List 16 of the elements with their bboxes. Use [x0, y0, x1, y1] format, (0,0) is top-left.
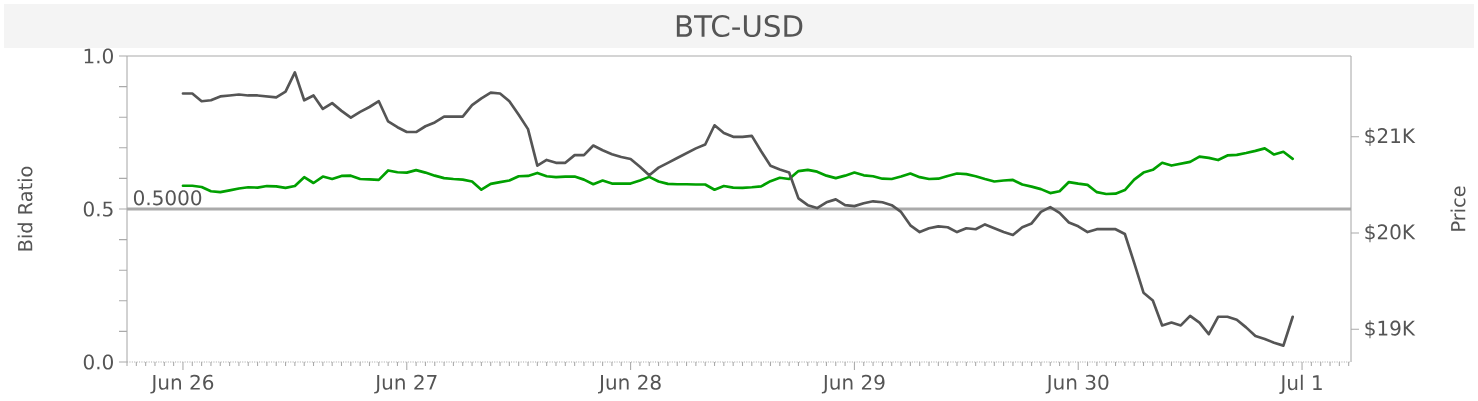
y2-tick-label: $21K — [1365, 127, 1416, 146]
y2-axis-title: Price — [1450, 186, 1466, 231]
y-tick-label: 0.0 — [83, 354, 113, 370]
x-tick-label: Jun 27 — [374, 374, 437, 394]
y-tick-label: 0.5 — [83, 201, 113, 217]
x-tick-label: Jul 1 — [1279, 374, 1322, 394]
ref-line-label: 0.5000 — [133, 190, 202, 206]
y-axis-title: Bid Ratio — [17, 166, 33, 251]
x-tick-label: Jun 26 — [150, 374, 214, 394]
y2-tick-label: $19K — [1365, 320, 1416, 339]
x-tick-label: Jun 30 — [1045, 374, 1109, 394]
x-tick-label: Jun 28 — [598, 374, 661, 394]
chart-title: BTC-USD — [676, 14, 803, 38]
x-tick-label: Jun 29 — [821, 374, 885, 394]
y2-tick-label: $20K — [1365, 224, 1416, 243]
y-tick-label: 1.0 — [84, 48, 113, 64]
